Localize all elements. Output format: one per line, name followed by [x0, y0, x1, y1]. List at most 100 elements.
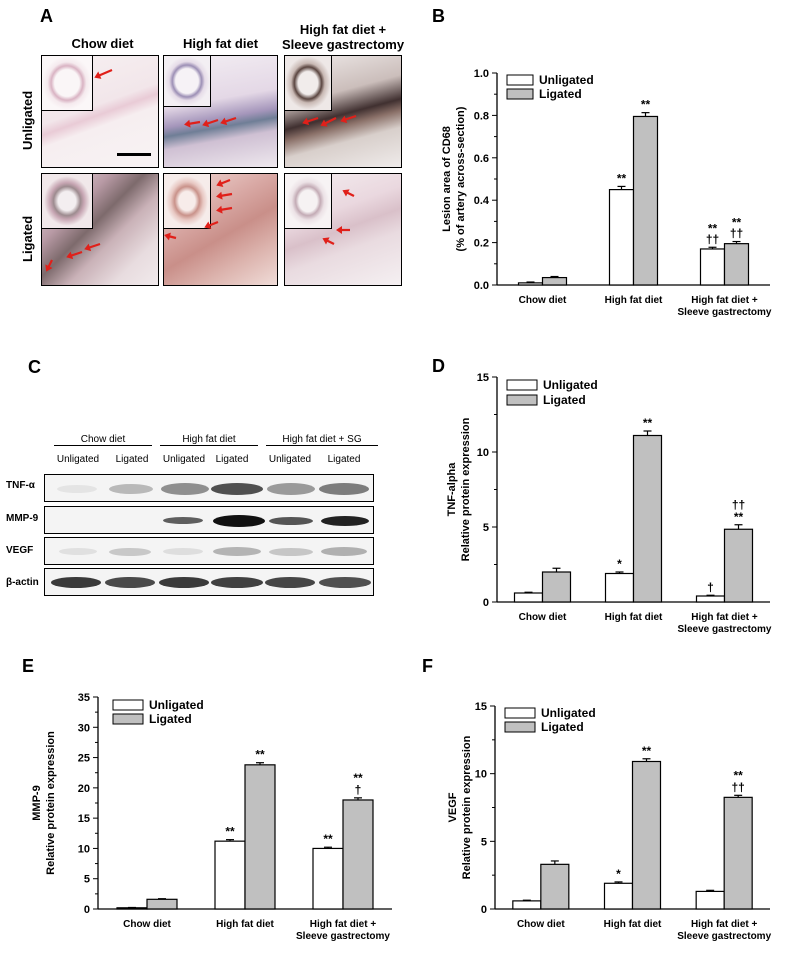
- x-tick-label: Chow diet: [519, 612, 567, 623]
- arrow-head: [202, 119, 210, 128]
- band: [269, 548, 313, 556]
- arrow-head: [45, 264, 53, 272]
- legend-label: Ligated: [543, 393, 586, 407]
- significance-mark: *: [616, 867, 621, 881]
- significance-mark: **: [642, 744, 652, 758]
- significance-mark: **: [733, 768, 743, 782]
- inset-chow-unligated: [42, 56, 93, 111]
- legend-swatch: [504, 721, 536, 733]
- band: [163, 517, 203, 524]
- bar: [608, 189, 635, 286]
- legend-label: Unligated: [539, 73, 594, 87]
- y-axis-label: VEGF: [447, 792, 459, 822]
- legend-swatch: [506, 74, 534, 86]
- bar: [517, 282, 544, 286]
- bar: [342, 799, 374, 910]
- wb-lane-4: Ligated: [215, 454, 249, 465]
- y-tick-label: 20: [78, 783, 90, 795]
- y-tick-label: 0.4: [474, 195, 490, 207]
- legend-label: Unligated: [541, 706, 596, 720]
- panel-a-letter: A: [40, 6, 53, 26]
- arrow-head: [320, 119, 328, 127]
- bar: [723, 243, 750, 286]
- significance-mark: **: [255, 748, 265, 762]
- legend-label: Ligated: [149, 712, 192, 726]
- y-axis-label: TNF-alpha: [446, 462, 458, 517]
- significance-mark: *: [617, 557, 622, 571]
- significance-mark: †: [355, 783, 362, 797]
- arrow-shaft: [205, 118, 219, 126]
- band: [265, 577, 315, 588]
- x-tick-label: Chow diet: [519, 295, 567, 306]
- y-tick-label: 1.0: [474, 68, 489, 80]
- y-axis-label: MMP-9: [31, 785, 43, 820]
- bar: [540, 863, 570, 910]
- y-tick-label: 10: [78, 843, 90, 855]
- arrow-head: [216, 191, 223, 200]
- bar: [604, 572, 635, 603]
- panel-a-arrows: [45, 68, 357, 272]
- wb-strip-actin: [44, 568, 374, 596]
- wb-strip-mmp9: [44, 506, 374, 534]
- band: [163, 548, 203, 555]
- band: [159, 577, 209, 588]
- arrow-head: [204, 221, 212, 229]
- wb-lane-2: Ligated: [115, 454, 149, 465]
- arrow-head: [220, 117, 228, 126]
- bar: [214, 840, 246, 910]
- wb-group-chow: Chow diet: [54, 434, 152, 446]
- y-tick-label: 5: [481, 836, 487, 848]
- x-tick-label: High fat diet: [605, 612, 663, 623]
- arrow-head: [302, 117, 310, 126]
- panel-a-col-title-hfd-sg: High fat diet + Sleeve gastrectomy: [281, 22, 405, 52]
- arrow-head: [164, 232, 171, 241]
- arrow-head: [322, 237, 330, 245]
- wb-label-vegf: VEGF: [6, 545, 34, 556]
- arrow-head: [66, 251, 74, 260]
- legend-label: Ligated: [539, 87, 582, 101]
- legend-swatch: [504, 707, 536, 719]
- chart-f: F 0 5 10 15 VEGF Relative protein expression Ch…: [422, 656, 772, 942]
- inset-hfdsg-unligated: [285, 56, 332, 111]
- x-tick-label: High fat diet: [216, 919, 274, 930]
- bar: [695, 595, 726, 603]
- legend-label: Ligated: [541, 720, 584, 734]
- bar: [312, 847, 344, 910]
- significance-mark: **: [643, 416, 653, 430]
- significance-mark: ††: [732, 498, 745, 512]
- legend-label: Unligated: [543, 378, 598, 392]
- arrow-head: [184, 119, 191, 128]
- bar: [244, 764, 276, 910]
- x-tick-label: High fat diet +: [691, 295, 758, 306]
- band: [319, 483, 369, 495]
- y-tick-label: 0.6: [474, 153, 489, 165]
- y-tick-label: 15: [477, 372, 489, 384]
- arrow-shaft: [187, 120, 201, 126]
- band: [269, 517, 313, 525]
- micrograph-hfd-unligated: [163, 55, 278, 168]
- band: [213, 547, 261, 556]
- bar: [541, 276, 568, 286]
- x-tick-label: High fat diet +: [691, 612, 758, 623]
- y-tick-label: 0: [84, 904, 90, 916]
- band: [109, 484, 153, 494]
- x-tick-label: Chow diet: [123, 919, 171, 930]
- y-axis-label: Lesion area of CD68: [441, 126, 453, 232]
- inset-chow-ligated: [42, 174, 93, 229]
- significance-mark: **: [617, 171, 627, 185]
- band: [59, 548, 97, 555]
- y-tick-label: 0.2: [474, 238, 489, 250]
- legend-swatch: [506, 379, 538, 391]
- band: [109, 548, 151, 556]
- y-tick-label: 0.0: [474, 280, 489, 292]
- wb-label-mmp9: MMP-9: [6, 513, 39, 524]
- significance-mark: **: [353, 771, 363, 785]
- band: [51, 577, 101, 588]
- legend-swatch: [112, 713, 144, 725]
- arrow-shaft: [223, 116, 237, 124]
- arrow-shaft: [219, 206, 233, 212]
- wb-strip-tnf: [44, 474, 374, 502]
- bar: [723, 528, 754, 603]
- y-tick-label: 5: [483, 522, 489, 534]
- wb-strip-vegf: [44, 537, 374, 565]
